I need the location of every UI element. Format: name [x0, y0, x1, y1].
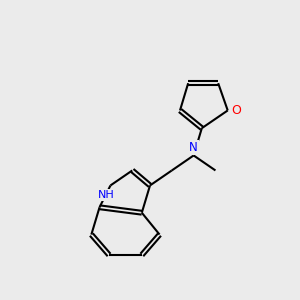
Text: NH: NH	[98, 190, 115, 200]
Text: N: N	[189, 141, 198, 154]
Text: O: O	[232, 104, 242, 117]
